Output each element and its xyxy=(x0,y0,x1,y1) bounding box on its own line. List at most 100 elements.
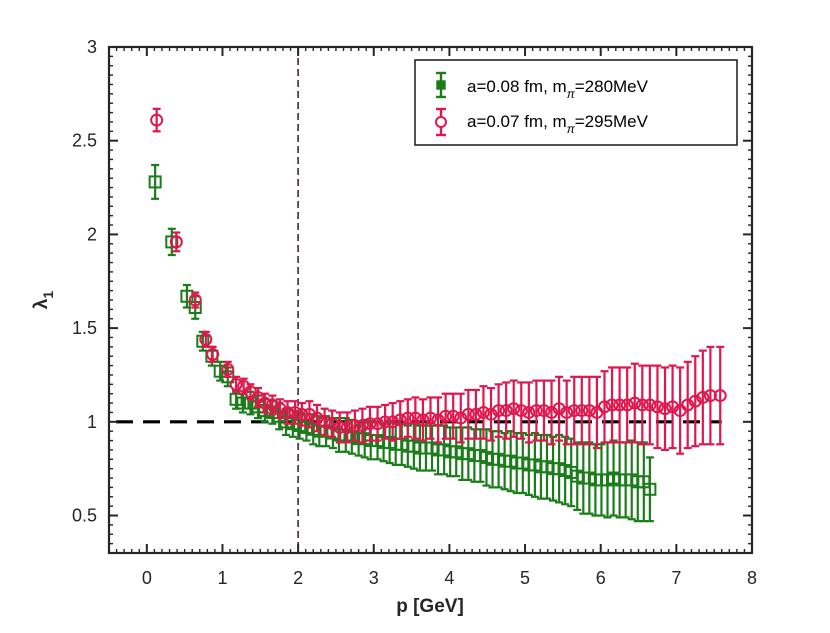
data-point xyxy=(522,405,536,419)
data-point xyxy=(696,390,710,404)
data-point xyxy=(431,413,445,427)
axes: 0 1 2 3 4 5 6 7 8 0.5 1 1.5 2 2.5 3 xyxy=(72,37,757,588)
data-point xyxy=(340,420,354,434)
data-point xyxy=(650,400,664,414)
data-point xyxy=(310,411,324,425)
data-point xyxy=(439,409,453,423)
data-point xyxy=(206,347,220,361)
data-point xyxy=(582,404,596,418)
data-point xyxy=(318,415,332,429)
x-tick-label: 3 xyxy=(369,568,379,588)
data-point xyxy=(575,404,589,418)
data-point xyxy=(355,419,369,433)
y-axis-label: λ1 xyxy=(31,291,56,310)
series-red xyxy=(150,107,727,455)
data-point xyxy=(703,389,717,403)
x-tick-label: 8 xyxy=(747,568,757,588)
x-tick-label: 5 xyxy=(520,568,530,588)
x-tick-label: 7 xyxy=(671,568,681,588)
data-point xyxy=(507,402,521,416)
y-tick-label: 0.5 xyxy=(72,506,97,526)
data-point xyxy=(401,411,415,425)
x-tick-label: 0 xyxy=(142,568,152,588)
data-point xyxy=(325,417,339,431)
data-point xyxy=(628,396,642,410)
data-point xyxy=(265,398,279,412)
data-point xyxy=(188,293,202,307)
data-point xyxy=(150,113,164,127)
y-tick-label: 1 xyxy=(87,412,97,432)
data-point xyxy=(333,420,347,434)
data-point xyxy=(371,417,385,431)
data-point xyxy=(363,417,377,431)
data-point xyxy=(560,405,574,419)
data-point xyxy=(514,404,528,418)
data-point xyxy=(258,396,272,410)
y-axis-label-subscript: 1 xyxy=(40,291,56,299)
y-tick-label: 2.5 xyxy=(72,131,97,151)
data-point xyxy=(499,404,513,418)
data-point xyxy=(597,400,611,414)
x-tick-label: 2 xyxy=(293,568,303,588)
data-point xyxy=(288,405,302,419)
data-point xyxy=(688,394,702,408)
legend-entry-red: a=0.07 fm, mπ=295MeV xyxy=(435,107,649,137)
data-point xyxy=(348,419,362,433)
data-point xyxy=(273,402,287,416)
data-point xyxy=(281,405,295,419)
y-axis-label-group: λ1 xyxy=(31,291,56,310)
data-point xyxy=(620,398,634,412)
data-point xyxy=(378,415,392,429)
legend-label-red: a=0.07 fm, mπ=295MeV xyxy=(467,112,649,136)
data-point xyxy=(229,377,243,391)
data-point xyxy=(605,398,619,412)
axis-labels: p [GeV] λ1 xyxy=(31,291,464,617)
data-point xyxy=(713,389,727,403)
data-point xyxy=(408,411,422,425)
data-point xyxy=(393,413,407,427)
data-point xyxy=(279,415,293,429)
data-point xyxy=(545,405,559,419)
data-point xyxy=(484,407,498,421)
x-tick-label: 6 xyxy=(596,568,606,588)
data-point xyxy=(666,400,680,414)
data-point xyxy=(446,409,460,423)
legend-label-green: a=0.08 fm, mπ=280MeV xyxy=(467,77,649,101)
data-point xyxy=(221,362,235,376)
data-point xyxy=(552,402,566,416)
data-point xyxy=(469,407,483,421)
y-tick-label: 2 xyxy=(87,224,97,244)
data-point xyxy=(476,405,490,419)
data-point xyxy=(416,413,430,427)
y-tick-label: 3 xyxy=(87,37,97,57)
data-point xyxy=(492,404,506,418)
legend: a=0.08 fm, mπ=280MeV a=0.07 fm, mπ=295Me… xyxy=(414,59,738,146)
legend-entry-green: a=0.08 fm, mπ=280MeV xyxy=(436,71,649,101)
data-point xyxy=(643,398,657,412)
data-point xyxy=(295,407,309,421)
data-point xyxy=(643,482,657,496)
y-tick-label: 1.5 xyxy=(72,318,97,338)
data-point xyxy=(454,411,468,425)
data-point xyxy=(613,398,627,412)
data-point xyxy=(386,415,400,429)
data-point xyxy=(236,396,250,410)
data-point xyxy=(567,404,581,418)
x-axis-label: p [GeV] xyxy=(396,596,464,617)
data-point xyxy=(635,398,649,412)
data-point xyxy=(537,404,551,418)
data-point xyxy=(229,392,243,406)
data-point xyxy=(424,411,437,425)
data-point xyxy=(681,398,695,412)
data-point xyxy=(302,407,316,421)
x-tick-label: 1 xyxy=(217,568,227,588)
data-point xyxy=(529,404,543,418)
series-layer xyxy=(148,107,727,523)
data-point xyxy=(199,332,213,346)
data-point xyxy=(169,235,183,249)
data-point xyxy=(148,175,162,189)
data-point xyxy=(658,402,672,416)
data-point xyxy=(461,407,475,421)
x-tick-label: 4 xyxy=(444,568,454,588)
